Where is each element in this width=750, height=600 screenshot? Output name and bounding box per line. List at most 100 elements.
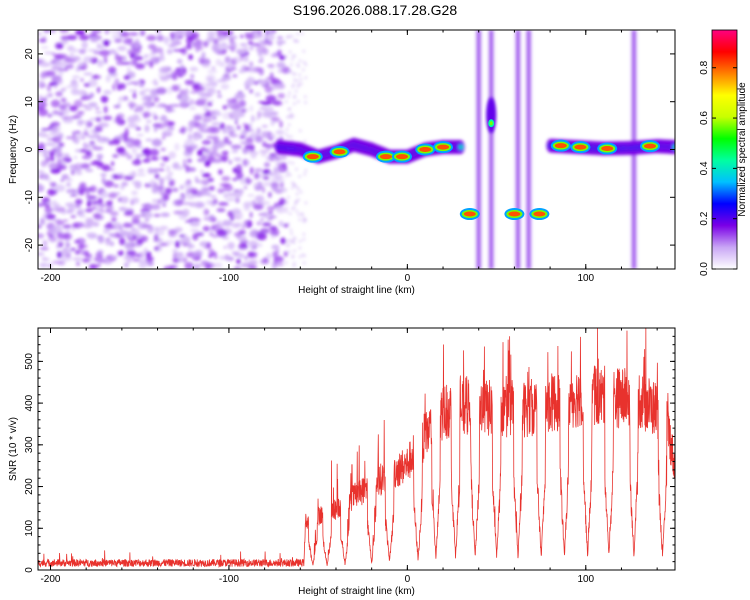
noise-blob [287, 94, 290, 98]
noise-blob [280, 237, 286, 245]
noise-blob [243, 206, 251, 212]
noise-blob [81, 136, 85, 140]
noise-blob [57, 251, 62, 259]
noise-blob [48, 30, 57, 34]
colorbar-label: Normalized spectral amplitude [737, 82, 748, 217]
noise-blob [298, 73, 302, 77]
noise-blob [218, 202, 229, 206]
noise-blob [216, 229, 228, 238]
noise-blob [40, 46, 49, 49]
noise-blob [259, 40, 267, 47]
noise-blob [143, 95, 155, 99]
noise-blob [68, 190, 73, 194]
noise-blob [74, 240, 80, 244]
noise-blob [265, 95, 277, 103]
noise-blob [233, 252, 239, 257]
noise-blob [302, 60, 306, 64]
noise-blob [199, 82, 210, 88]
noise-blob [45, 142, 56, 146]
noise-blob [162, 156, 170, 162]
noise-blob [131, 170, 136, 179]
noise-blob [157, 177, 166, 181]
noise-blob [232, 148, 239, 154]
noise-blob [299, 190, 303, 194]
noise-blob [285, 170, 289, 174]
noise-blob [84, 250, 89, 258]
noise-blob [134, 56, 144, 61]
noise-blob [290, 34, 294, 38]
noise-blob [99, 204, 106, 208]
noise-blob [206, 126, 217, 134]
noise-blob [225, 125, 232, 130]
noise-blob [295, 185, 299, 189]
noise-blob [288, 91, 292, 95]
noise-blob [213, 255, 218, 259]
noise-blob [100, 173, 107, 177]
noise-blob [247, 194, 255, 197]
noise-blob [260, 217, 264, 222]
noise-blob [115, 172, 125, 176]
vertical-streak-core [477, 30, 481, 269]
noise-blob [53, 135, 62, 144]
noise-blob [48, 162, 59, 170]
noise-blob [53, 85, 58, 89]
noise-blob [222, 112, 232, 120]
noise-blob [47, 92, 53, 97]
noise-blob [153, 233, 159, 242]
noise-blob [163, 128, 172, 134]
noise-blob [54, 111, 65, 115]
noise-blob [114, 135, 122, 139]
noise-blob [264, 85, 273, 94]
noise-blob [62, 219, 69, 222]
noise-blob [197, 98, 208, 102]
noise-blob [87, 79, 98, 87]
noise-blob [216, 208, 226, 213]
noise-blob [127, 66, 131, 73]
noise-blob [123, 96, 128, 100]
noise-blob [153, 115, 158, 121]
snr-xtick-label: -100 [219, 574, 239, 585]
noise-blob [134, 38, 140, 44]
noise-blob [272, 251, 279, 259]
noise-blob [238, 253, 245, 259]
spec-xtick-label: -100 [219, 273, 239, 284]
noise-blob [159, 117, 166, 122]
noise-blob [97, 236, 105, 244]
noise-blob [165, 174, 172, 181]
noise-blob [57, 233, 68, 240]
noise-blob [51, 183, 55, 188]
noise-blob [79, 34, 90, 41]
noise-blob [111, 34, 121, 40]
noise-blob [268, 226, 278, 231]
noise-blob [220, 50, 227, 55]
noise-blob [209, 99, 215, 102]
noise-blob [67, 204, 76, 213]
noise-blob [239, 239, 249, 244]
noise-blob [236, 164, 242, 171]
noise-blob [212, 116, 217, 120]
noise-blob [294, 89, 298, 93]
noise-blob [131, 226, 136, 233]
noise-blob [286, 222, 290, 226]
hot-spot-inner [644, 143, 657, 149]
noise-blob [111, 216, 117, 223]
noise-blob [247, 252, 258, 257]
noise-blob [242, 123, 247, 126]
noise-blob [38, 32, 42, 36]
noise-blob [213, 198, 218, 205]
noise-blob [279, 55, 286, 61]
spectrogram-image [38, 30, 675, 269]
noise-blob [58, 151, 63, 158]
noise-blob [86, 144, 90, 149]
noise-blob [85, 151, 92, 156]
noise-blob [51, 60, 56, 63]
noise-blob [190, 167, 195, 171]
noise-blob [187, 158, 192, 163]
noise-blob [134, 181, 142, 189]
noise-blob [103, 39, 110, 47]
noise-blob [295, 167, 298, 171]
noise-blob [95, 111, 103, 114]
noise-blob [304, 201, 308, 205]
noise-blob [168, 151, 177, 159]
noise-blob [193, 32, 200, 39]
